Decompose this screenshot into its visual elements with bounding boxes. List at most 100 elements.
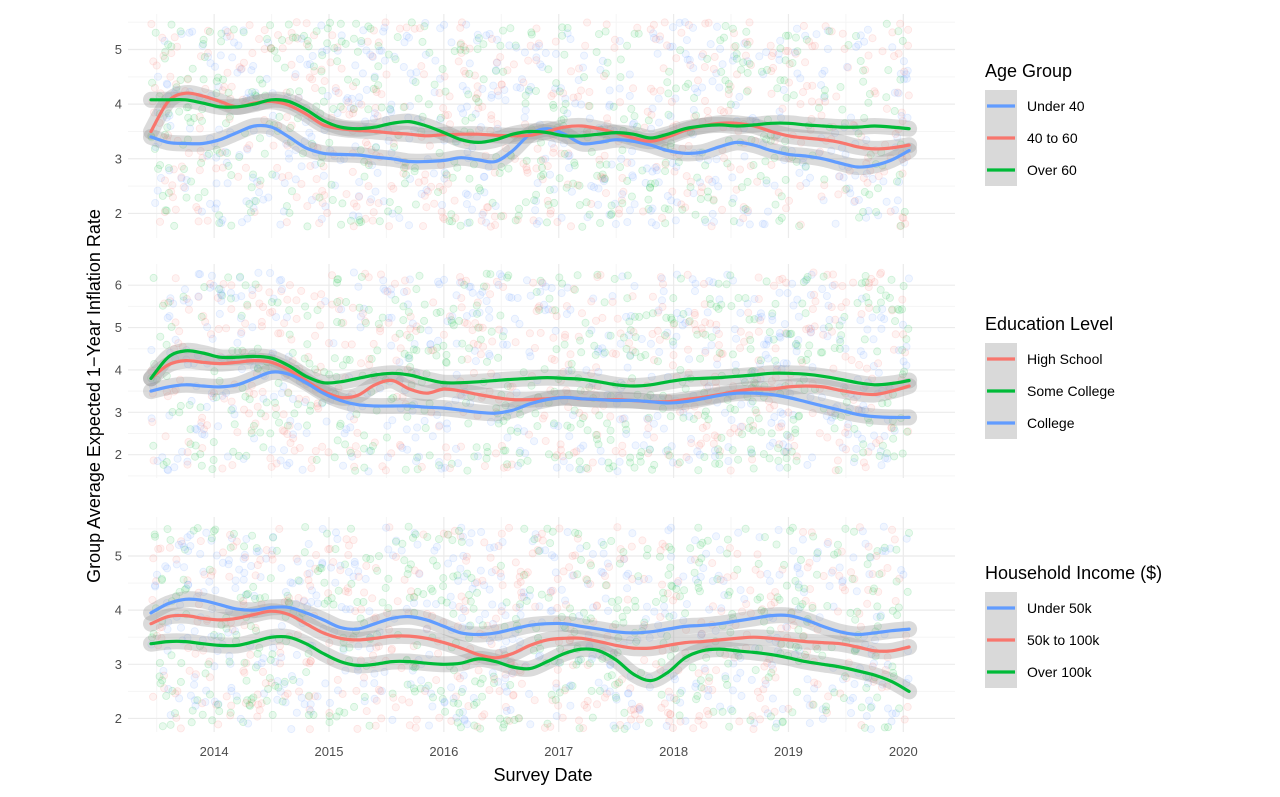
scatter-point — [276, 220, 285, 229]
scatter-point — [160, 208, 169, 217]
scatter-point — [880, 543, 889, 552]
scatter-point — [176, 76, 185, 85]
scatter-point — [349, 268, 358, 277]
scatter-point — [190, 114, 199, 123]
scatter-point — [664, 450, 673, 459]
scatter-point — [522, 163, 531, 172]
scatter-point — [820, 93, 829, 102]
scatter-point — [172, 83, 181, 92]
scatter-point — [269, 141, 278, 150]
scatter-point — [223, 179, 232, 188]
scatter-point — [472, 94, 481, 103]
scatter-point — [718, 707, 727, 716]
scatter-point — [461, 116, 470, 125]
scatter-point — [859, 77, 868, 86]
scatter-point — [454, 699, 463, 708]
scatter-point — [740, 39, 749, 48]
scatter-point — [582, 198, 591, 207]
scatter-point — [392, 356, 401, 365]
scatter-point — [319, 97, 328, 106]
scatter-point — [516, 83, 525, 92]
scatter-point — [817, 192, 826, 201]
scatter-point — [902, 70, 911, 79]
scatter-point — [349, 104, 358, 113]
scatter-point — [782, 31, 791, 40]
scatter-point — [876, 298, 885, 307]
scatter-point — [417, 189, 426, 198]
scatter-point — [473, 298, 482, 307]
scatter-point — [440, 20, 449, 29]
scatter-point — [217, 29, 226, 38]
scatter-point — [499, 67, 508, 76]
scatter-point — [650, 433, 659, 442]
scatter-point — [552, 679, 561, 688]
scatter-point — [503, 66, 512, 75]
scatter-point — [300, 137, 309, 146]
scatter-point — [765, 454, 774, 463]
scatter-point — [563, 109, 572, 118]
scatter-point — [251, 623, 260, 632]
scatter-point — [490, 212, 499, 221]
scatter-point — [882, 19, 891, 28]
scatter-point — [342, 190, 351, 199]
scatter-point — [622, 312, 631, 321]
scatter-point — [211, 204, 220, 213]
scatter-point — [582, 703, 591, 712]
scatter-point — [288, 394, 297, 403]
scatter-point — [285, 306, 294, 315]
scatter-point — [739, 203, 748, 212]
scatter-point — [259, 394, 268, 403]
scatter-point — [541, 436, 550, 445]
scatter-point — [601, 581, 610, 590]
scatter-point — [766, 41, 775, 50]
scatter-point — [318, 186, 327, 195]
scatter-point — [846, 608, 855, 617]
scatter-point — [333, 297, 342, 306]
scatter-point — [691, 575, 700, 584]
scatter-point — [441, 358, 450, 367]
scatter-point — [754, 327, 763, 336]
scatter-point — [301, 302, 310, 311]
scatter-point — [610, 274, 619, 283]
scatter-point — [683, 55, 692, 64]
scatter-point — [159, 667, 168, 676]
scatter-point — [546, 607, 555, 616]
scatter-point — [604, 458, 613, 467]
scatter-point — [337, 319, 346, 328]
scatter-point — [400, 163, 409, 172]
scatter-point — [258, 302, 267, 311]
scatter-point — [732, 674, 741, 683]
scatter-point — [239, 454, 248, 463]
scatter-point — [203, 216, 212, 225]
scatter-point — [896, 75, 905, 84]
scatter-point — [579, 724, 588, 733]
scatter-point — [552, 49, 561, 58]
scatter-point — [808, 81, 817, 90]
scatter-point — [819, 324, 828, 333]
scatter-point — [613, 314, 622, 323]
scatter-point — [546, 539, 555, 548]
scatter-point — [248, 286, 257, 295]
scatter-point — [230, 410, 239, 419]
scatter-point — [196, 550, 205, 559]
scatter-point — [179, 292, 188, 301]
scatter-point — [679, 309, 688, 318]
scatter-point — [602, 20, 611, 29]
scatter-point — [559, 89, 568, 98]
scatter-point — [898, 295, 907, 304]
scatter-point — [597, 457, 606, 466]
scatter-point — [325, 718, 334, 727]
scatter-point — [520, 524, 529, 533]
scatter-point — [374, 552, 383, 561]
scatter-point — [564, 152, 573, 161]
y-tick-label: 6 — [115, 278, 122, 293]
scatter-point — [510, 154, 519, 163]
scatter-point — [473, 89, 482, 98]
scatter-point — [334, 305, 343, 314]
scatter-point — [535, 41, 544, 50]
scatter-point — [269, 533, 278, 542]
scatter-point — [546, 206, 555, 215]
scatter-point — [502, 687, 511, 696]
scatter-point — [365, 354, 374, 363]
